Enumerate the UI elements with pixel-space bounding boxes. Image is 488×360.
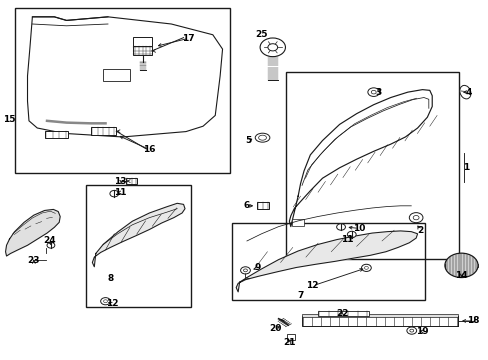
Text: 12: 12 [306,281,318,290]
Text: 1: 1 [462,163,468,172]
Bar [285,72,458,259]
Bar [86,185,190,307]
Text: 16: 16 [143,145,155,154]
Circle shape [346,231,355,238]
Text: 21: 21 [283,338,296,347]
Text: 25: 25 [255,30,267,39]
Text: 9: 9 [254,264,260,273]
Text: 6: 6 [243,201,249,210]
Ellipse shape [459,85,470,99]
Text: 18: 18 [467,316,479,325]
Text: 5: 5 [245,136,251,145]
Text: 14: 14 [454,270,467,279]
Text: 10: 10 [352,224,365,233]
Text: 2: 2 [416,226,422,235]
Bar [317,311,368,316]
Bar [232,223,424,300]
Ellipse shape [258,135,266,140]
Text: 22: 22 [335,309,347,318]
Bar [302,316,457,326]
Circle shape [361,264,370,271]
Circle shape [408,213,422,223]
Circle shape [370,90,375,94]
Circle shape [409,329,413,332]
Bar [103,69,130,81]
Text: 7: 7 [297,291,303,300]
Bar [256,202,269,210]
Bar [302,314,457,317]
Text: 15: 15 [3,114,16,123]
Circle shape [110,190,119,197]
Text: 24: 24 [43,237,56,246]
Text: 20: 20 [268,324,281,333]
Text: 23: 23 [27,256,40,265]
Text: 8: 8 [107,274,113,283]
Circle shape [243,269,247,272]
Circle shape [240,267,250,274]
Bar [287,334,295,339]
Circle shape [406,327,416,334]
Text: 13: 13 [114,177,127,186]
Bar [133,46,152,55]
Circle shape [103,300,107,303]
Bar [44,131,68,138]
Circle shape [101,298,110,305]
Circle shape [267,44,277,51]
Bar [15,8,229,173]
Circle shape [47,242,55,248]
Text: 17: 17 [182,34,194,43]
Circle shape [412,216,418,220]
Polygon shape [92,203,184,267]
Text: 11: 11 [114,188,126,197]
Circle shape [367,88,379,96]
Bar [91,127,116,135]
Bar [133,37,152,46]
Bar [126,178,137,184]
Polygon shape [5,210,60,256]
Polygon shape [236,231,417,292]
Text: 3: 3 [375,87,381,96]
Text: 12: 12 [105,299,118,308]
Circle shape [336,224,345,230]
Circle shape [260,38,285,57]
Bar [292,220,304,226]
Text: 4: 4 [465,87,471,96]
Circle shape [364,266,367,269]
Circle shape [444,253,477,278]
Ellipse shape [255,133,269,142]
Text: 11: 11 [340,235,352,244]
Text: 19: 19 [415,327,428,336]
